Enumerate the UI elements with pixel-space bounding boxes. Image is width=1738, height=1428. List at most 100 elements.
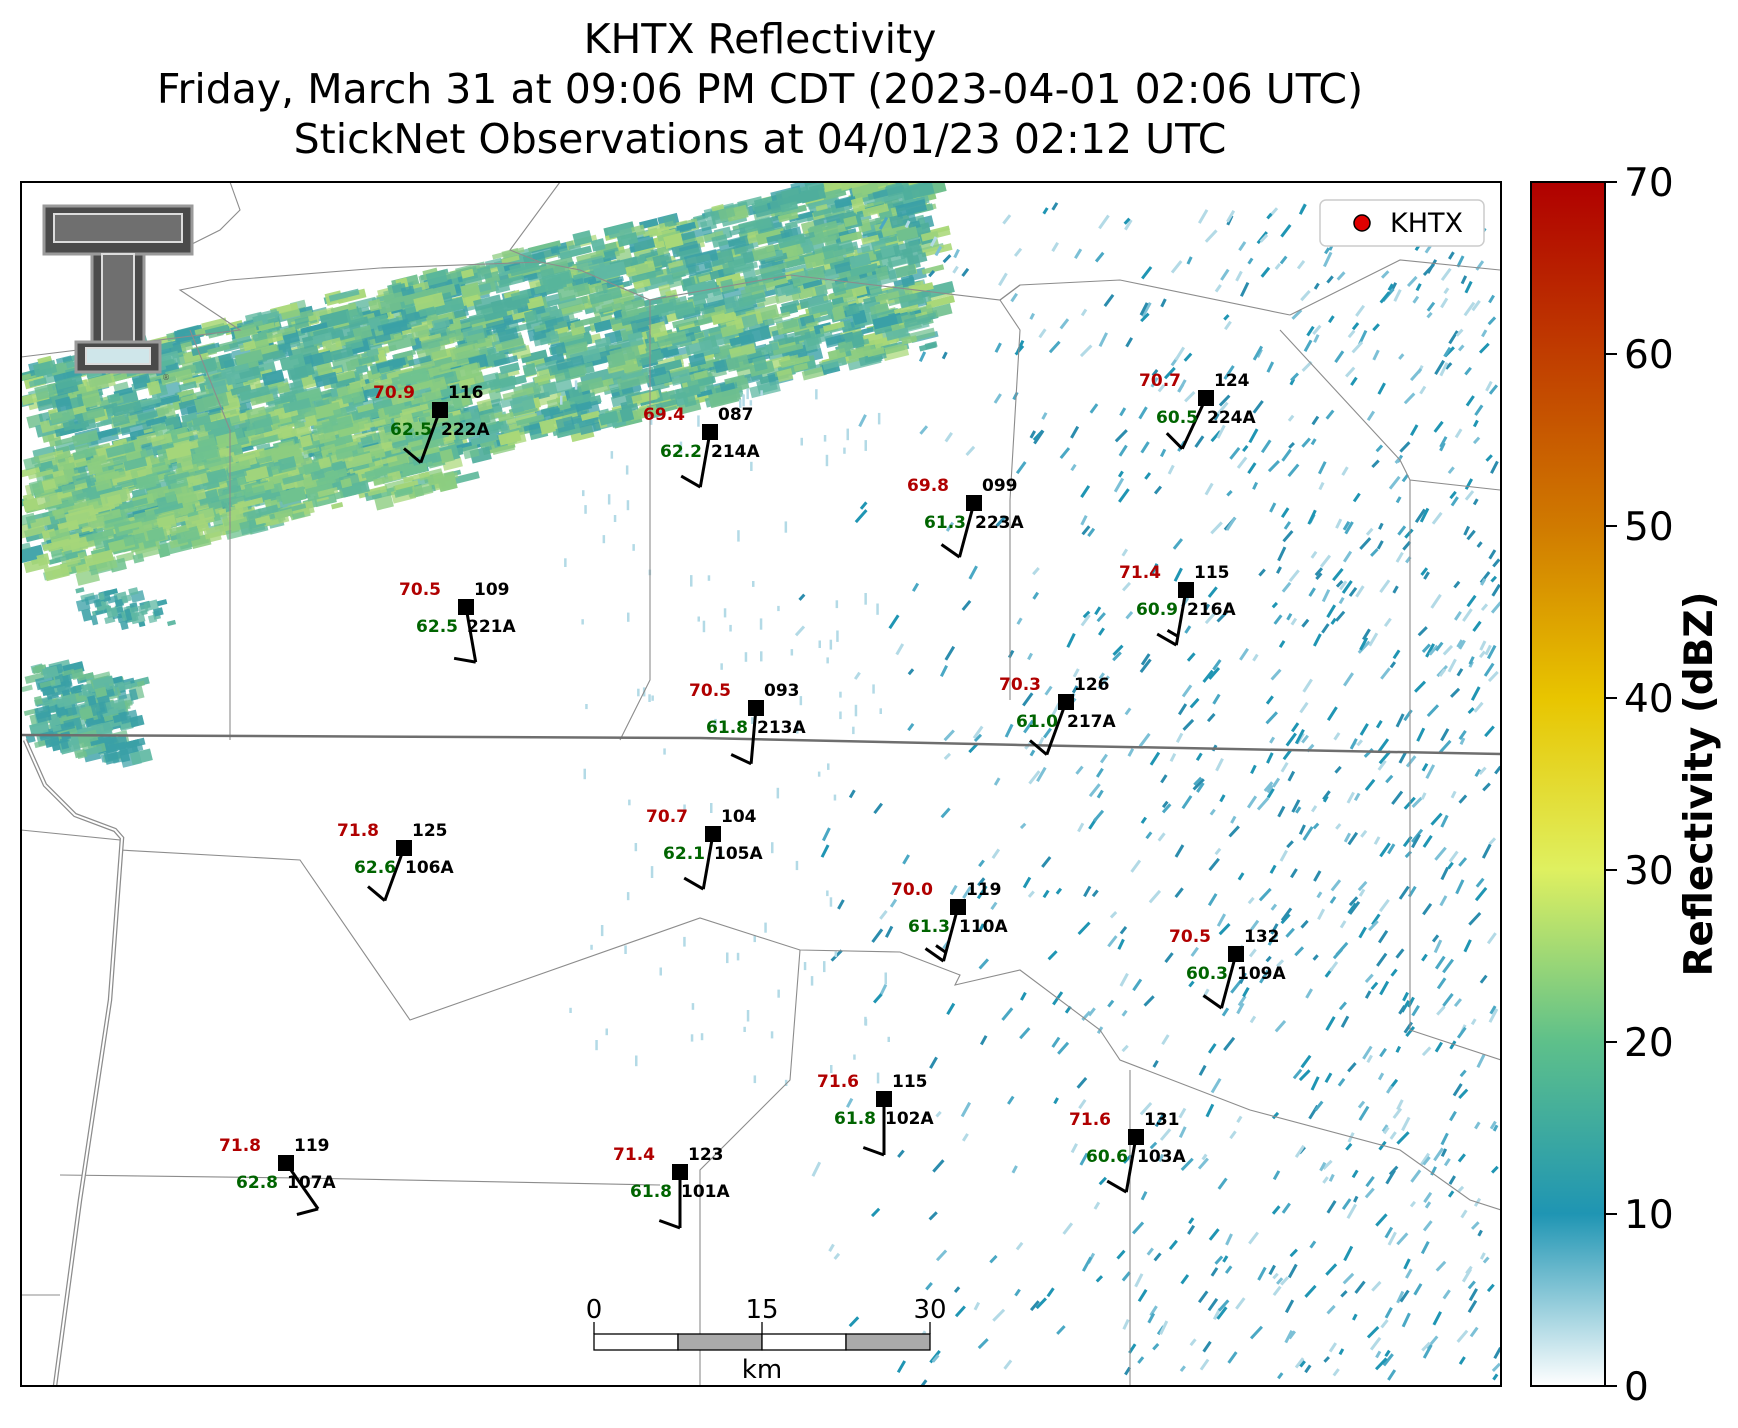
texas-tech-logo: ® [42,204,194,382]
station-marker-icon [1228,946,1244,962]
temperature-label: 71.8 [337,821,379,841]
wind-direction-label: 104 [721,807,757,827]
wind-direction-label: 099 [982,476,1018,496]
temperature-label: 71.8 [219,1136,261,1156]
wind-direction-label: 123 [688,1145,724,1165]
station-223A: 69.8 099 61.3 223A [907,476,1024,559]
dewpoint-label: 60.5 [1156,408,1198,428]
station-marker-icon [966,495,982,511]
wind-barb-flag [680,474,702,489]
temperature-label: 71.6 [817,1072,859,1092]
station-marker-icon [950,899,966,915]
dewpoint-label: 62.2 [660,442,702,462]
station-213A: 70.5 093 61.8 213A [689,681,806,766]
legend: KHTX [1319,199,1485,247]
station-id-label: 102A [885,1109,934,1129]
wind-direction-label: 125 [412,821,448,841]
wind-direction-label: 132 [1244,927,1280,947]
station-id-label: 103A [1137,1147,1186,1167]
wind-direction-label: 119 [294,1136,330,1156]
temperature-label: 71.4 [1119,563,1161,583]
scale-tick-0: 0 [586,1295,603,1325]
legend-label: KHTX [1390,208,1463,239]
station-id-label: 221A [467,617,516,637]
wind-direction-label: 087 [718,405,754,425]
wind-barb-flag [940,543,961,559]
dewpoint-label: 61.0 [1016,712,1058,732]
colorbar-tick-label: 40 [1624,677,1674,722]
station-101A: 71.4 123 61.8 101A [613,1145,730,1230]
wind-barb-flag [658,1219,681,1230]
station-id-label: 213A [757,718,806,738]
dewpoint-label: 62.6 [354,858,396,878]
temperature-label: 70.9 [373,383,415,403]
wind-direction-label: 126 [1074,675,1110,695]
dewpoint-label: 62.5 [390,420,432,440]
wind-barb-flag [1029,739,1048,756]
colorbar: 0 10 20 30 40 50 60 70 Reflectivity (dBZ) [1530,161,1722,1410]
wind-barb-flag [924,947,945,963]
reflectivity-echoes [21,182,1501,1386]
temperature-label: 70.7 [646,807,688,827]
station-224A: 70.7 124 60.5 224A [1139,371,1256,450]
station-marker-icon [702,424,718,440]
station-id-label: 217A [1067,712,1116,732]
wind-direction-label: 093 [764,681,800,701]
temperature-label: 70.5 [689,681,731,701]
wind-barb-flag [453,656,476,664]
dewpoint-label: 60.3 [1186,964,1228,984]
colorbar-tick-label: 20 [1624,1021,1674,1066]
station-id-label: 109A [1237,964,1286,984]
dewpoint-label: 62.5 [416,617,458,637]
temperature-label: 69.4 [643,405,685,425]
station-id-label: 101A [681,1182,730,1202]
scale-unit: km [742,1355,782,1385]
station-id-label: 224A [1207,408,1256,428]
wind-barb-flag [1165,432,1184,450]
station-221A: 70.5 109 62.5 221A [399,580,516,664]
wind-barb-flag [1106,1179,1128,1194]
station-id-label: 107A [287,1173,336,1193]
sticknet-stations: 70.9 116 62.5 222A 69.4 087 62.2 214A 69.8 099 61.… [219,371,1286,1230]
temperature-label: 69.8 [907,476,949,496]
dewpoint-label: 62.8 [236,1173,278,1193]
station-marker-icon [705,826,721,842]
station-107A: 71.8 119 62.8 107A [219,1136,336,1216]
wind-barb-staff [701,833,715,890]
wind-direction-label: 115 [892,1072,928,1092]
wind-barb-flag [1166,629,1179,638]
station-marker-icon [1198,390,1214,406]
colorbar-label: Reflectivity (dBZ) [1677,592,1722,977]
station-marker-icon [278,1155,294,1171]
temperature-label: 71.4 [613,1145,655,1165]
dewpoint-label: 61.3 [924,513,966,533]
station-222A: 70.9 116 62.5 222A [373,383,490,464]
temperature-label: 70.7 [1139,371,1181,391]
station-marker-icon [458,599,474,615]
station-marker-icon [1058,694,1074,710]
wind-direction-label: 115 [1194,563,1230,583]
county-boundaries [21,182,1501,1386]
wind-barb-flag [296,1207,319,1216]
temperature-label: 71.6 [1069,1110,1111,1130]
wind-barb-staff [1180,397,1208,450]
station-106A: 71.8 125 62.6 106A [337,821,454,902]
dewpoint-label: 62.1 [663,844,705,864]
temperature-label: 70.5 [399,580,441,600]
wind-direction-label: 131 [1144,1110,1180,1130]
wind-barb-staff [383,847,406,902]
station-marker-icon [432,402,448,418]
wind-barb-flag [683,876,705,891]
dewpoint-label: 60.9 [1136,600,1178,620]
state-boundary [21,733,1501,756]
station-id-label: 105A [714,844,763,864]
wind-barb-staff [1220,953,1238,1009]
station-marker-icon [672,1164,688,1180]
station-marker-icon [1128,1129,1144,1145]
wind-barb-staff [1045,701,1068,756]
scale-tick-15: 15 [745,1295,778,1325]
scale-tick-30: 30 [913,1295,946,1325]
dewpoint-label: 61.3 [908,917,950,937]
station-marker-icon [876,1091,892,1107]
station-id-label: 214A [711,442,760,462]
